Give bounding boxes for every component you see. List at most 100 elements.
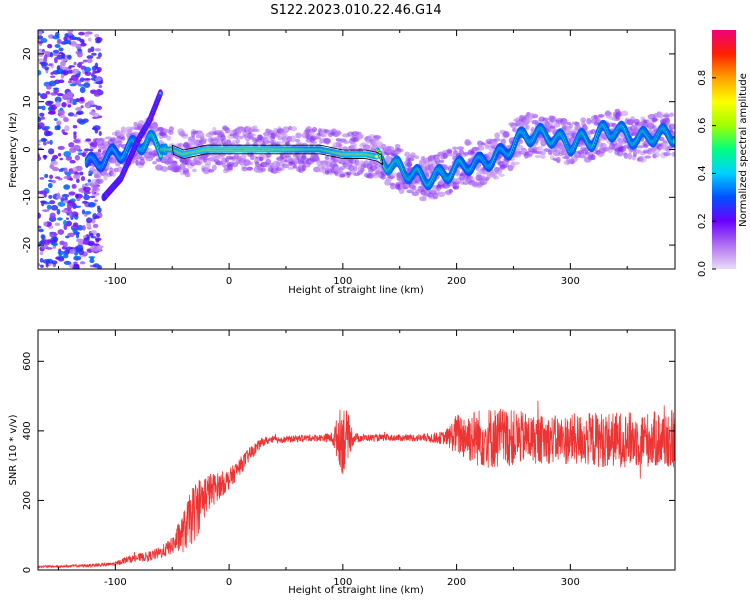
snr-xlabel: Height of straight line (km) [288,585,424,596]
spectrogram-cell [69,211,73,218]
spectrogram-cell [501,138,507,145]
spectrogram-cell [652,118,659,122]
spectrogram-cell [452,146,457,150]
spectrogram-cell [73,255,80,261]
spectrogram-cell [593,114,598,120]
spectrogram-cell [57,152,62,157]
spectrogram-cell [635,149,643,154]
spectrogram-cell [54,176,61,179]
spectrogram-cell [49,174,54,179]
spectrogram-cell [56,120,62,126]
spectrogram-cell [57,250,65,255]
spectrogram-cell [312,140,318,145]
spectrogram-cell [49,139,53,145]
spectrogram-cell [608,115,614,120]
spectrogram-cell [57,229,65,235]
spectrogram-cell [76,238,84,243]
spectrogram-cell [72,167,77,172]
spectrogram-cell [92,68,97,72]
y-tick-label: 400 [22,421,33,440]
spectrogram-cell [73,144,81,151]
spectrogram-cell [58,79,65,84]
spectrogram-cell [111,171,117,177]
spectrogram-cell [282,126,290,134]
spectrogram-cell [63,219,67,226]
spectrogram-cell [38,35,44,40]
spectrogram-cell [71,68,80,74]
spectrogram-cell [87,101,95,106]
spectrogram-cell [204,161,212,166]
spectrogram-cell [38,143,41,146]
colorbar-tick-label: 0.6 [697,118,708,134]
spectrogram-cell [398,187,405,195]
spectrogram-cell [62,209,68,213]
spectrogram-cell [462,181,469,185]
spectrogram-cell [63,224,68,231]
spectrogram-cell [295,138,301,143]
spectrogram-cell [56,65,61,71]
spectrogram-cell [628,118,635,126]
spectrogram-cell [80,105,84,109]
spectrogram-cell [43,221,48,227]
snr-ylabel: SNR (10 * v/v) [8,414,19,485]
snr-ticks: -100 0 100 200 300 0 200 400 600 [22,330,675,588]
spectrogram-cell [95,40,101,44]
spectrogram-cell [83,194,90,201]
spectrogram-cell [91,73,95,78]
spectrogram-cell [231,162,239,168]
spectrogram-cell [56,54,63,60]
spectrogram-cell [82,59,89,63]
spectrogram-cell [63,36,68,41]
spectrogram-cell [70,198,76,203]
colorbar-swatch [712,30,736,269]
spectrogram-cell [64,171,72,176]
spectrogram-cell [343,140,350,145]
spectrogram-cell [92,112,100,118]
spectrogram-cell [53,117,58,121]
spectrogram-cell [537,145,544,153]
spectrogram-cell [96,232,101,238]
spectrogram-cell [211,164,217,171]
spectrogram-cell [95,81,103,85]
spectrogram-cell [282,163,290,169]
spectrogram-cell [70,74,79,81]
spectrogram-cell [83,66,92,73]
spectrogram-cell [530,113,538,117]
spectrogram-cell [41,105,46,111]
spectrogram-cell [46,140,51,145]
spectrogram-cell [620,110,629,117]
x-tick-label: 200 [447,577,466,588]
spectrogram-cell [615,142,623,147]
spectrogram-cell [63,176,69,179]
spectrogram-cell [490,140,498,148]
spectrogram-cell [94,128,99,134]
spectrogram-cell [74,154,81,161]
spectrogram-cell [591,154,596,161]
spectrogram-cell [92,186,98,191]
spectrogram-cell [48,63,53,67]
spectrogram-cell [73,61,77,66]
spectrogram-cell [518,139,524,144]
spectrogram-cell [51,260,58,265]
spectrogram-cell [193,139,200,146]
spectrogram-cell [90,245,98,252]
spectrogram-cell [453,185,459,190]
spectrogram-cell [89,259,95,264]
spectrogram-cell [534,154,542,159]
spectrogram-cell [103,175,108,181]
spectrogram-cell [578,154,587,159]
spectrogram-cell [76,244,84,250]
spectrogram-cell [432,192,439,200]
spectrogram-cell [73,174,81,180]
spectrogram-cell [43,130,51,137]
spectrogram-cell [38,155,42,162]
spectrogram-cell [98,52,102,58]
spectrogram-cell [39,112,45,117]
spectrogram-cell [50,75,56,78]
spectrogram-cell [152,161,157,165]
spectrogram-cell [192,168,197,173]
spectrogram-cell [238,135,244,140]
spectrogram-cell [42,57,48,63]
spectrogram-cell [42,141,47,146]
